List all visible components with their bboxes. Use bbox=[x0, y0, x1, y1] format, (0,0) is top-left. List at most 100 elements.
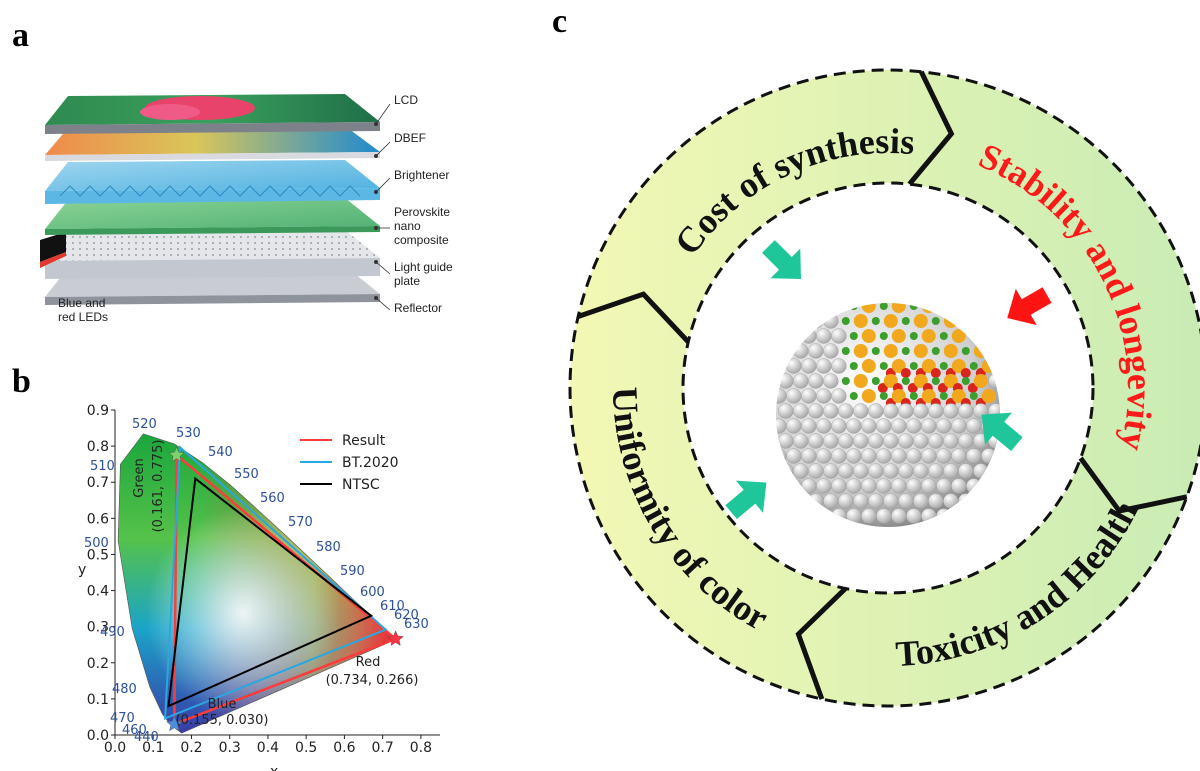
atom bbox=[898, 494, 913, 509]
y-tick-label: 0.8 bbox=[87, 439, 109, 455]
x-tick-label: 0.7 bbox=[372, 740, 394, 756]
wavelength-label: 490 bbox=[100, 625, 125, 640]
atom bbox=[876, 509, 891, 524]
atom bbox=[816, 449, 831, 464]
layer-label: composite bbox=[394, 233, 449, 247]
atom bbox=[838, 434, 853, 449]
x-tick-label: 0.5 bbox=[295, 740, 317, 756]
atom bbox=[883, 434, 898, 449]
wavelength-label: 520 bbox=[132, 417, 157, 432]
atom bbox=[823, 374, 838, 389]
wavelength-label: 480 bbox=[112, 682, 137, 697]
atom bbox=[928, 434, 943, 449]
atom bbox=[850, 392, 858, 400]
atom bbox=[883, 464, 898, 479]
atom bbox=[801, 389, 816, 404]
atom bbox=[880, 332, 888, 340]
atom bbox=[910, 392, 918, 400]
atom bbox=[861, 479, 876, 494]
atom bbox=[891, 449, 906, 464]
y-tick-label: 0.4 bbox=[87, 584, 109, 600]
atom bbox=[932, 377, 940, 385]
atom bbox=[958, 434, 973, 449]
atom bbox=[801, 359, 816, 374]
wavelength-label: 600 bbox=[360, 585, 385, 600]
atom bbox=[876, 419, 891, 434]
atom bbox=[876, 479, 891, 494]
y-tick-label: 0.1 bbox=[87, 692, 109, 708]
atom bbox=[808, 464, 823, 479]
x-tick-label: 0.6 bbox=[333, 740, 355, 756]
x-tick-label: 0.4 bbox=[257, 740, 279, 756]
atom bbox=[958, 464, 973, 479]
atom bbox=[793, 434, 808, 449]
atom bbox=[842, 347, 850, 355]
atom bbox=[850, 332, 858, 340]
y-tick-label: 0.7 bbox=[87, 475, 109, 491]
atom bbox=[914, 344, 928, 358]
wavelength-label: 510 bbox=[90, 459, 115, 474]
atom bbox=[951, 449, 966, 464]
atom bbox=[921, 479, 936, 494]
atom bbox=[883, 404, 898, 419]
atom bbox=[906, 449, 921, 464]
atom bbox=[932, 347, 940, 355]
atom bbox=[838, 404, 853, 419]
atom bbox=[898, 434, 913, 449]
atom bbox=[831, 479, 846, 494]
atom bbox=[846, 419, 861, 434]
atom bbox=[906, 479, 921, 494]
atom bbox=[951, 419, 966, 434]
atom bbox=[853, 434, 868, 449]
atom bbox=[868, 464, 883, 479]
atom bbox=[786, 419, 801, 434]
atom bbox=[906, 419, 921, 434]
leader-line bbox=[376, 178, 390, 192]
x-tick-label: 0.8 bbox=[410, 740, 432, 756]
atom bbox=[846, 479, 861, 494]
atom bbox=[891, 509, 906, 524]
x-axis-label: x bbox=[270, 764, 278, 771]
atom bbox=[872, 377, 880, 385]
atom bbox=[961, 368, 971, 378]
atom bbox=[801, 449, 816, 464]
layer-label: Reflector bbox=[394, 301, 442, 315]
atom bbox=[823, 494, 838, 509]
atom bbox=[951, 479, 966, 494]
leader-line bbox=[376, 104, 390, 124]
wavelength-label: 500 bbox=[84, 536, 109, 551]
vertex-annotation: (0.734, 0.266) bbox=[326, 673, 419, 688]
atom bbox=[931, 368, 941, 378]
leader-dot bbox=[374, 122, 378, 126]
atom bbox=[853, 404, 868, 419]
atom bbox=[823, 404, 838, 419]
layer-label: Light guide bbox=[394, 260, 453, 274]
atom bbox=[793, 404, 808, 419]
vertex-annotation: Blue bbox=[208, 697, 237, 712]
atom bbox=[940, 362, 948, 370]
atom bbox=[883, 494, 898, 509]
atom bbox=[862, 329, 876, 343]
layer-label: plate bbox=[394, 274, 420, 288]
atom bbox=[922, 329, 936, 343]
atom bbox=[831, 389, 846, 404]
atom bbox=[816, 359, 831, 374]
y-tick-label: 0.0 bbox=[87, 728, 109, 744]
lcd-image bbox=[140, 104, 200, 120]
wavelength-label: 570 bbox=[288, 515, 313, 530]
atom bbox=[842, 377, 850, 385]
atom bbox=[936, 479, 951, 494]
atom bbox=[892, 329, 906, 343]
atom bbox=[913, 494, 928, 509]
atom bbox=[958, 404, 973, 419]
atom bbox=[868, 494, 883, 509]
atom bbox=[862, 359, 876, 373]
atom bbox=[816, 479, 831, 494]
atom bbox=[943, 434, 958, 449]
vertex-annotation: (0.161, 0.775) bbox=[151, 440, 166, 533]
atom bbox=[876, 449, 891, 464]
atom bbox=[831, 329, 846, 344]
atom bbox=[891, 419, 906, 434]
atom bbox=[850, 362, 858, 370]
